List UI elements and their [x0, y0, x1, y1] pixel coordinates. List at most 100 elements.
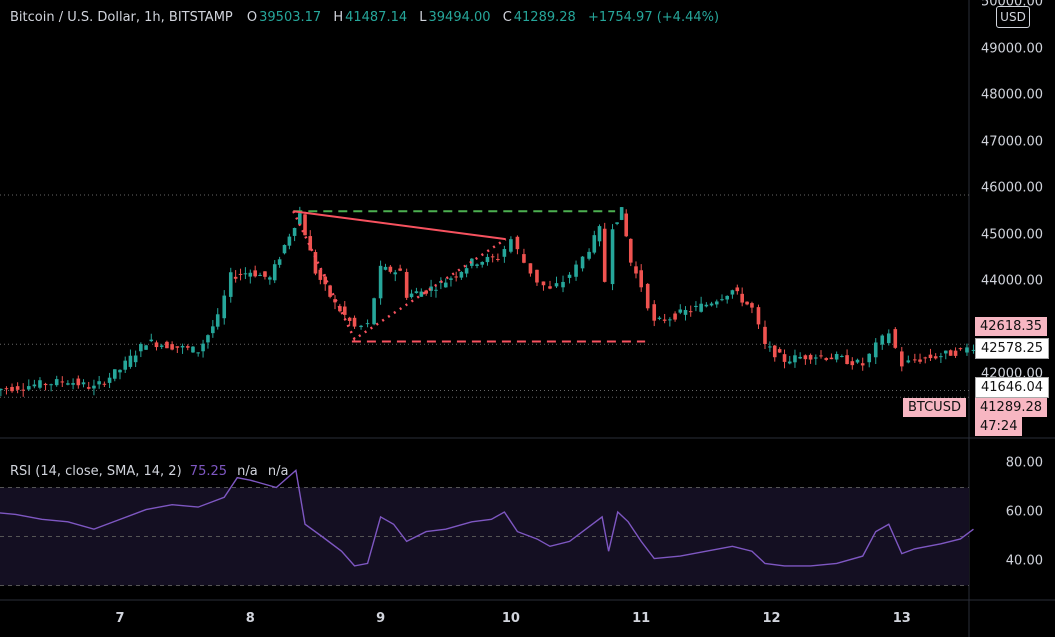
- candle-body: [454, 276, 458, 278]
- candle-body: [159, 345, 164, 347]
- candle-body: [683, 309, 688, 315]
- candle-body: [880, 335, 885, 345]
- candle-body: [855, 359, 860, 363]
- candle-body: [502, 249, 507, 257]
- candle-body: [490, 256, 495, 258]
- open-label: O: [246, 10, 258, 25]
- candle-body: [745, 301, 749, 305]
- candle-body: [958, 348, 963, 350]
- candle-body: [561, 281, 565, 288]
- candle-body: [185, 346, 190, 348]
- candle-body: [694, 305, 698, 308]
- candle-body: [26, 386, 31, 390]
- candle-body: [287, 236, 292, 246]
- candle-body: [378, 265, 383, 299]
- candle-body: [165, 341, 169, 349]
- candle-body: [419, 291, 424, 297]
- candle-body: [948, 350, 953, 356]
- candle-body: [154, 342, 159, 348]
- currency-button[interactable]: USD: [996, 6, 1030, 28]
- candle-body: [756, 307, 761, 325]
- candle-body: [81, 382, 86, 385]
- candle-body: [359, 325, 363, 328]
- candle-body: [215, 314, 220, 327]
- candle-body: [634, 266, 638, 274]
- symbol-legend: Bitcoin / U.S. Dollar, 1h, BITSTAMP O 395…: [10, 10, 721, 25]
- candle-body: [860, 363, 865, 366]
- candle-body: [768, 346, 772, 348]
- change-value: +1754.97 (+4.44%): [587, 10, 720, 25]
- candle-body: [15, 386, 20, 390]
- price-level-badge-1: 42618.35: [975, 317, 1048, 336]
- candle-body: [268, 277, 272, 280]
- candle-body: [112, 369, 117, 379]
- countdown-badge: 47:24: [975, 417, 1023, 436]
- candle-body: [597, 226, 602, 242]
- candle-body: [688, 311, 693, 313]
- price-tick-label: 47000.00: [980, 134, 1043, 149]
- candle-body: [735, 287, 740, 292]
- candle-body: [709, 303, 714, 306]
- time-tick-label: 11: [632, 611, 651, 626]
- time-tick-label: 12: [762, 611, 781, 626]
- candle-body: [443, 282, 448, 288]
- candle-body: [393, 272, 398, 275]
- candle-body: [787, 361, 792, 364]
- candle-body: [211, 326, 215, 334]
- candle-body: [886, 333, 891, 344]
- candle-body: [92, 385, 96, 389]
- candle-body: [372, 298, 376, 325]
- candle-body: [918, 359, 922, 362]
- candle-body: [54, 379, 59, 386]
- candle-body: [602, 228, 607, 282]
- candle-body: [76, 378, 81, 386]
- candle-body: [668, 319, 672, 321]
- rsi-na-2: n/a: [267, 464, 289, 479]
- candle-body: [554, 283, 559, 287]
- candle-body: [233, 276, 238, 279]
- candle-body: [282, 244, 287, 254]
- candle-body: [222, 295, 227, 319]
- candle-body: [873, 342, 878, 358]
- candle-body: [4, 388, 9, 390]
- candle-body: [449, 278, 453, 280]
- candle-body: [772, 345, 777, 358]
- candle-body: [485, 256, 490, 263]
- candle-body: [133, 355, 138, 363]
- price-level-badge-3: 41646.04: [975, 377, 1050, 398]
- candle-body: [318, 269, 323, 280]
- candle-body: [548, 286, 552, 289]
- candle-body: [258, 274, 262, 276]
- candle-body: [567, 274, 572, 278]
- rsi-line: [0, 468, 974, 567]
- close-value: 41289.28: [513, 10, 576, 25]
- candle-body: [66, 383, 70, 385]
- low-value: 39494.00: [428, 10, 491, 25]
- candle-body: [424, 290, 429, 294]
- time-tick-label: 7: [115, 611, 125, 626]
- candle-body: [298, 213, 302, 225]
- candle-body: [123, 360, 128, 370]
- candle-body: [323, 276, 328, 285]
- candle-body: [814, 357, 818, 359]
- candle-body: [102, 383, 107, 385]
- candle-body: [388, 266, 393, 272]
- time-tick-label: 9: [376, 611, 386, 626]
- candle-body: [398, 268, 402, 271]
- candle-body: [248, 272, 253, 277]
- candle-body: [900, 351, 904, 367]
- rsi-legend[interactable]: RSI (14, close, SMA, 14, 2) 75.25 n/a n/…: [10, 464, 288, 479]
- candle-body: [645, 283, 650, 309]
- candle-body: [522, 254, 526, 263]
- candle-body: [238, 273, 243, 275]
- candle-body: [365, 323, 370, 325]
- price-tick-label: 44000.00: [980, 273, 1043, 289]
- candle-body: [893, 329, 898, 348]
- candle-body: [38, 380, 42, 388]
- candle-body: [228, 272, 233, 297]
- candle-body: [118, 369, 122, 373]
- candle-body: [253, 270, 257, 277]
- rsi-tick-label: 80.00: [1005, 455, 1043, 471]
- candle-body: [515, 236, 520, 250]
